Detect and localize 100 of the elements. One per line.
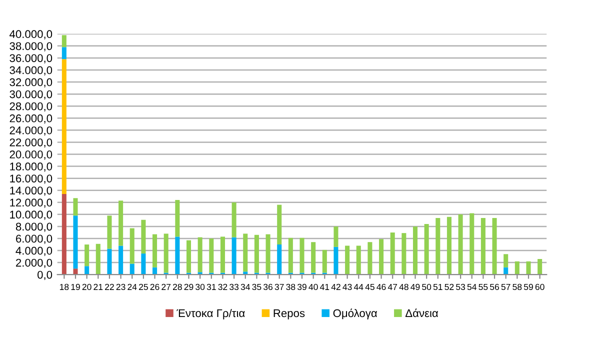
x-tick-label: 38 [286,284,296,290]
x-tick-label: 58 [512,284,522,290]
bar [277,204,282,245]
bar [73,268,78,275]
y-tick-label: 22.000,0 [10,138,52,148]
bar [492,218,497,275]
y-tick-label: 24.000,0 [10,126,52,136]
bar [62,35,66,48]
bar [254,234,259,273]
y-tick-label: 34.000,0 [10,66,52,76]
x-tick-label: 29 [184,284,194,290]
x-tick-label: 52 [444,284,454,290]
x-tick-label: 59 [524,284,533,290]
bar [322,250,327,273]
legend-label: Ομόλογα [333,308,378,320]
y-tick-label: 12.000,0 [10,198,52,208]
x-tick-label: 36 [263,284,273,290]
y-tick-label: 0,0 [38,270,52,280]
x-tick-label: 20 [82,284,92,290]
bar [458,214,463,275]
bar [186,240,192,273]
x-tick-label: 30 [196,284,205,290]
x-tick-label: 34 [240,284,250,290]
bar [300,238,304,273]
y-tick-label: 14.000,0 [10,186,52,196]
x-tick-label: 23 [116,284,126,290]
bar [164,234,168,273]
y-tick-label: 4.000,0 [16,246,52,256]
bar [526,261,531,275]
bar [232,237,236,275]
x-tick-label: 35 [252,284,262,290]
bar [73,216,78,269]
x-tick-label: 19 [71,284,80,290]
bar [175,236,180,275]
y-tick-label: 16.000,0 [10,174,52,184]
y-tick-label: 20.000,0 [10,150,52,160]
x-tick-label: 31 [206,284,216,290]
y-tick-label: 30.000,0 [10,90,52,100]
bar [62,59,66,194]
x-tick-label: 21 [94,284,103,290]
y-tick-label: 38.000,0 [10,42,52,52]
bar [73,198,78,216]
y-tick-label: 18.000,0 [10,162,52,172]
bar [538,258,542,275]
legend-label: Repos [274,309,305,320]
bar [390,232,395,275]
x-tick-label: 26 [150,284,160,290]
legend-label: Δάνεια [405,308,438,318]
x-tick-label: 53 [456,284,466,290]
bar [436,218,440,275]
bar [220,236,225,273]
x-tick-label: 40 [308,284,318,290]
x-tick-label: 39 [297,284,306,290]
bar [424,224,429,275]
x-tick-label: 49 [410,284,420,290]
bar [311,242,316,273]
bar [288,238,293,273]
bar [470,213,474,275]
x-tick-label: 44 [354,284,364,290]
y-tick-label: 36.000,0 [10,54,52,64]
bar [379,239,384,275]
y-tick-label: 26.000,0 [10,114,52,124]
bar [402,233,406,275]
bar [243,234,248,272]
bar [209,238,214,273]
bar [62,194,66,275]
x-tick-label: 46 [376,284,386,290]
x-tick-label: 60 [535,284,544,290]
x-tick-label: 42 [331,284,340,290]
x-tick-label: 51 [433,284,442,290]
x-tick-label: 25 [139,284,148,290]
y-tick-label: 2.000,0 [16,258,52,268]
x-tick-label: 41 [320,284,330,290]
bar [266,234,270,273]
legend-label: Έντοκα Γρ/τια [176,308,245,320]
x-tick-label: 33 [230,284,239,290]
x-tick-label: 54 [467,284,476,290]
x-tick-label: 55 [478,284,488,290]
bar [356,246,361,275]
x-tick-label: 43 [342,284,352,290]
x-tick-label: 48 [399,284,408,290]
x-tick-label: 57 [501,284,510,290]
x-tick-label: 32 [218,284,228,290]
bar [334,226,338,247]
x-tick-label: 22 [105,284,114,290]
x-tick-label: 50 [422,284,432,290]
y-tick-label: 40.000,0 [10,30,52,40]
bar [107,216,112,249]
x-tick-label: 18 [60,284,69,290]
bar [480,218,486,275]
bar [345,246,350,275]
x-tick-label: 45 [365,284,374,290]
bar [84,244,90,266]
y-tick-label: 6.000,0 [16,234,52,244]
bar [62,47,66,60]
bar [118,200,124,246]
bar [175,200,180,237]
x-tick-label: 37 [274,284,284,290]
bar [198,237,202,272]
bar [368,242,372,275]
